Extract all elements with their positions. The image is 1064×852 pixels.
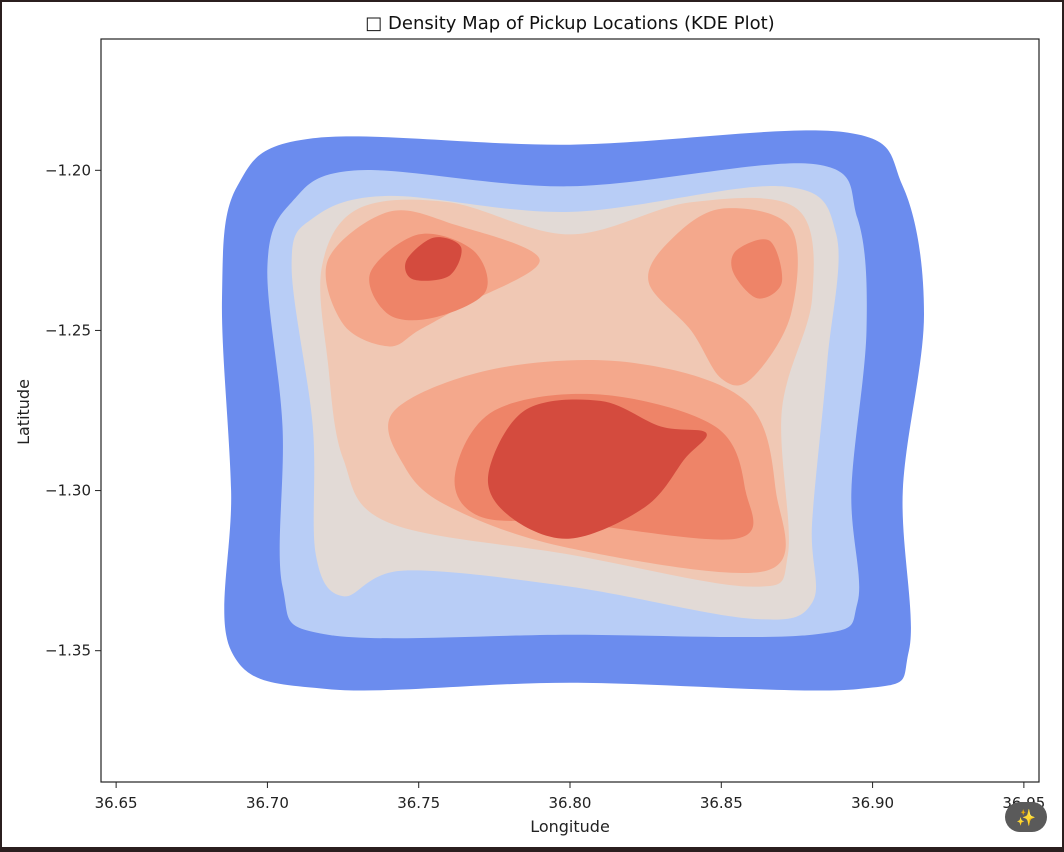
- y-axis-label: Latitude: [14, 379, 33, 445]
- x-tick-label: 36.85: [700, 794, 743, 812]
- contour-layer: [221, 130, 925, 691]
- x-tick-label: 36.80: [549, 794, 592, 812]
- y-axis: −1.20 −1.25 −1.30 −1.35: [45, 161, 101, 660]
- density-contour-level-7-11: [487, 399, 707, 539]
- chart-title: □ Density Map of Pickup Locations (KDE P…: [365, 13, 774, 34]
- y-tick-label: −1.30: [45, 482, 91, 500]
- x-tick-label: 36.90: [851, 794, 894, 812]
- x-tick-label: 36.65: [95, 794, 138, 812]
- x-tick-label: 36.75: [397, 794, 440, 812]
- y-tick-label: −1.35: [45, 642, 91, 660]
- density-contour-level-6-8: [731, 239, 783, 299]
- x-tick-label: 36.70: [246, 794, 289, 812]
- magic-wand-icon: ✨: [1016, 807, 1036, 827]
- magic-wand-button[interactable]: ✨: [1005, 802, 1047, 832]
- y-tick-label: −1.25: [45, 321, 91, 339]
- x-axis-label: Longitude: [530, 817, 610, 836]
- density-contour-level-7-10: [405, 237, 462, 281]
- y-tick-label: −1.20: [45, 161, 91, 179]
